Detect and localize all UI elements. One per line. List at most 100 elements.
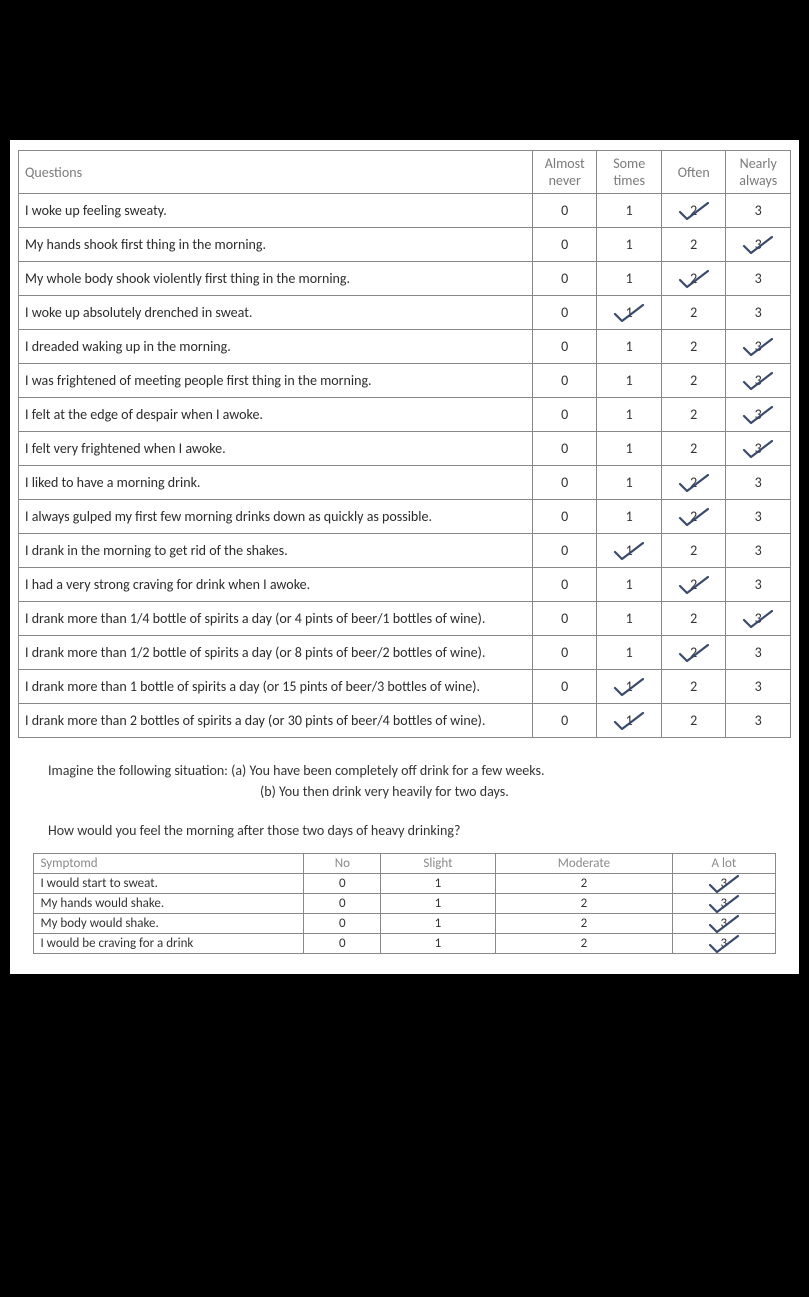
table-row: I was frightened of meeting people first… <box>19 364 791 398</box>
score-cell: 0 <box>532 398 597 432</box>
secondary-symptoms-table: Symptomd No Slight Moderate A lot I woul… <box>33 853 775 954</box>
checkmark-icon <box>677 268 711 290</box>
score-cell: 3 <box>726 704 791 738</box>
score-cell: 2 <box>661 398 726 432</box>
score-cell: 0 <box>532 534 597 568</box>
score-cell: 0 <box>532 262 597 296</box>
checkmark-icon <box>741 336 775 358</box>
score-cell: 3 <box>726 534 791 568</box>
score-cell: 2 <box>661 262 726 296</box>
checkmark-icon <box>677 642 711 664</box>
score-cell: 0 <box>532 466 597 500</box>
checkmark-icon <box>707 913 741 935</box>
instruction-line-1: Imagine the following situation: (a) You… <box>48 760 781 781</box>
score-cell: 0 <box>532 568 597 602</box>
score-cell: 3 <box>726 568 791 602</box>
score-cell: 0 <box>532 194 597 228</box>
score-cell: 0 <box>532 704 597 738</box>
table-row: I woke up feeling sweaty.0123 <box>19 194 791 228</box>
score-cell: 1 <box>597 330 662 364</box>
score-cell: 1 <box>597 398 662 432</box>
checkmark-icon <box>741 234 775 256</box>
question-cell: My hands shook first thing in the mornin… <box>19 228 533 262</box>
header-often: Often <box>661 151 726 194</box>
question-cell: My body would shake. <box>34 914 304 934</box>
table-row: I drank more than 1/4 bottle of spirits … <box>19 602 791 636</box>
score-cell: 2 <box>661 670 726 704</box>
score-cell: 2 <box>661 364 726 398</box>
question-cell: I drank more than 1/4 bottle of spirits … <box>19 602 533 636</box>
checkmark-icon <box>677 200 711 222</box>
header-moderate: Moderate <box>495 854 673 874</box>
score-cell: 3 <box>673 894 775 914</box>
checkmark-icon <box>741 438 775 460</box>
score-cell: 1 <box>381 894 495 914</box>
question-cell: I was frightened of meeting people first… <box>19 364 533 398</box>
question-cell: I drank more than 1 bottle of spirits a … <box>19 670 533 704</box>
score-cell: 3 <box>726 194 791 228</box>
question-cell: I woke up feeling sweaty. <box>19 194 533 228</box>
score-cell: 3 <box>726 500 791 534</box>
question-cell: I woke up absolutely drenched in sweat. <box>19 296 533 330</box>
score-cell: 3 <box>673 934 775 954</box>
score-cell: 1 <box>381 874 495 894</box>
score-cell: 1 <box>597 670 662 704</box>
checkmark-icon <box>741 370 775 392</box>
instruction-question: How would you feel the morning after tho… <box>48 822 781 839</box>
score-cell: 0 <box>532 432 597 466</box>
checkmark-icon <box>612 676 646 698</box>
table-row: I liked to have a morning drink.0123 <box>19 466 791 500</box>
score-cell: 2 <box>495 894 673 914</box>
score-cell: 2 <box>661 636 726 670</box>
score-cell: 2 <box>661 704 726 738</box>
score-cell: 0 <box>532 228 597 262</box>
checkmark-icon <box>612 302 646 324</box>
score-cell: 1 <box>597 568 662 602</box>
table-row: I drank in the morning to get rid of the… <box>19 534 791 568</box>
score-cell: 3 <box>726 364 791 398</box>
score-cell: 1 <box>597 364 662 398</box>
score-cell: 2 <box>495 874 673 894</box>
score-cell: 2 <box>661 228 726 262</box>
score-cell: 3 <box>726 296 791 330</box>
score-cell: 0 <box>532 364 597 398</box>
score-cell: 1 <box>597 534 662 568</box>
sec-header-row: Symptomd No Slight Moderate A lot <box>34 854 775 874</box>
checkmark-icon <box>677 506 711 528</box>
score-cell: 0 <box>532 636 597 670</box>
header-slight: Slight <box>381 854 495 874</box>
score-cell: 1 <box>597 602 662 636</box>
header-almost-never: Almost never <box>532 151 597 194</box>
table-row: I drank more than 1/2 bottle of spirits … <box>19 636 791 670</box>
checkmark-icon <box>677 574 711 596</box>
main-header-row: Questions Almost never Some times Often … <box>19 151 791 194</box>
checkmark-icon <box>612 710 646 732</box>
table-row: I had a very strong craving for drink wh… <box>19 568 791 602</box>
score-cell: 1 <box>381 914 495 934</box>
table-row: My hands would shake.0123 <box>34 894 775 914</box>
main-questionnaire-table: Questions Almost never Some times Often … <box>18 150 791 738</box>
header-a-lot: A lot <box>673 854 775 874</box>
score-cell: 2 <box>661 500 726 534</box>
table-row: My whole body shook violently first thin… <box>19 262 791 296</box>
score-cell: 2 <box>661 194 726 228</box>
score-cell: 1 <box>597 296 662 330</box>
scanned-page: Questions Almost never Some times Often … <box>10 140 799 974</box>
score-cell: 1 <box>597 194 662 228</box>
score-cell: 0 <box>532 602 597 636</box>
checkmark-icon <box>741 404 775 426</box>
score-cell: 2 <box>661 534 726 568</box>
table-row: I woke up absolutely drenched in sweat.0… <box>19 296 791 330</box>
score-cell: 3 <box>726 262 791 296</box>
score-cell: 0 <box>532 296 597 330</box>
score-cell: 3 <box>726 466 791 500</box>
checkmark-icon <box>677 472 711 494</box>
score-cell: 2 <box>661 568 726 602</box>
header-nearly-always: Nearly always <box>726 151 791 194</box>
score-cell: 2 <box>661 432 726 466</box>
table-row: I drank more than 2 bottles of spirits a… <box>19 704 791 738</box>
question-cell: I had a very strong craving for drink wh… <box>19 568 533 602</box>
score-cell: 1 <box>597 228 662 262</box>
score-cell: 2 <box>661 602 726 636</box>
checkmark-icon <box>612 540 646 562</box>
